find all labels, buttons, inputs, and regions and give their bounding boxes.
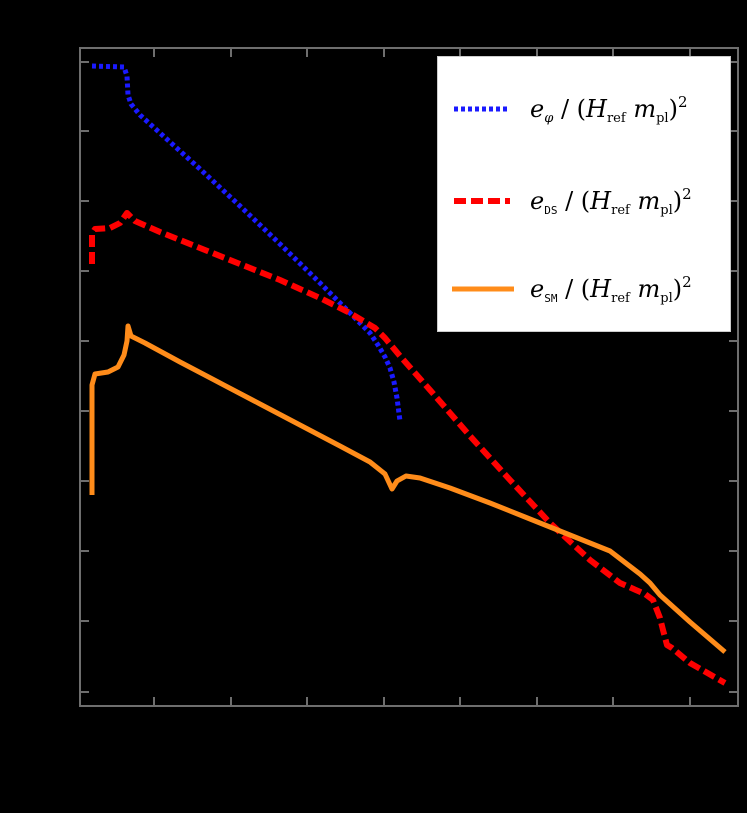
dotted-line-swatch-icon [454, 106, 510, 112]
plot-frame [79, 47, 739, 707]
series-layer [89, 63, 727, 686]
legend: eφ / (Href mpl)2 eDS / (Href mpl)2 eSM /… [437, 56, 731, 332]
legend-label-e-phi: eφ / (Href mpl)2 [530, 92, 688, 126]
legend-label-e-sm: eSM / (Href mpl)2 [530, 272, 692, 306]
series-line-0 [91, 63, 403, 422]
legend-item-e-phi: eφ / (Href mpl)2 [438, 89, 730, 129]
legend-item-e-sm: eSM / (Href mpl)2 [438, 269, 730, 309]
solid-line-swatch-icon [452, 286, 514, 292]
legend-item-e-ds: eDS / (Href mpl)2 [438, 181, 730, 221]
series-line-1 [89, 210, 727, 686]
dashed-line-swatch-icon [454, 198, 510, 204]
series-line-2 [89, 323, 727, 654]
legend-label-e-ds: eDS / (Href mpl)2 [530, 184, 692, 218]
